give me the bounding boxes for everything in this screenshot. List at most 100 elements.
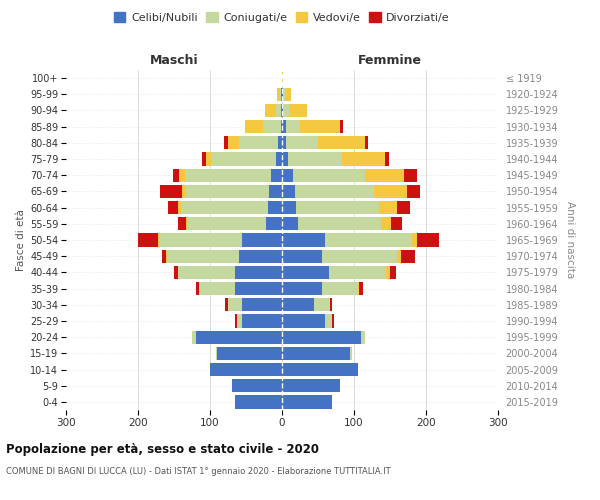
Text: Maschi: Maschi (149, 54, 199, 67)
Bar (342, 152, 385, 166)
Bar (340, 120, 343, 134)
Bar (160, 234, 242, 246)
Bar (282, 379, 340, 392)
Bar (282, 330, 361, 344)
Bar (289, 104, 307, 117)
Bar (185, 168, 271, 182)
Bar (329, 266, 386, 279)
Y-axis label: Anni di nascita: Anni di nascita (565, 202, 575, 278)
Bar (282, 104, 283, 117)
Bar (167, 250, 239, 263)
Bar (365, 168, 404, 182)
Bar (217, 346, 282, 360)
Bar (196, 330, 282, 344)
Bar (418, 234, 439, 246)
Bar (391, 217, 402, 230)
Bar (390, 266, 396, 279)
Bar (178, 201, 181, 214)
Y-axis label: Fasce di età: Fasce di età (16, 209, 26, 271)
Bar (178, 217, 185, 230)
Bar (242, 298, 282, 312)
Bar (282, 234, 325, 246)
Bar (358, 282, 359, 295)
Bar (210, 363, 282, 376)
Bar (318, 136, 365, 149)
Bar (282, 396, 332, 408)
Bar (350, 346, 352, 360)
Bar (187, 217, 266, 230)
Bar (185, 217, 187, 230)
Bar (282, 201, 296, 214)
Bar (288, 152, 342, 166)
Legend: Celibi/Nubili, Coniugati/e, Vedovi/e, Divorziati/e: Celibi/Nubili, Coniugati/e, Vedovi/e, Di… (110, 8, 454, 28)
Bar (186, 185, 269, 198)
Bar (282, 185, 295, 198)
Bar (199, 282, 235, 295)
Bar (412, 234, 418, 246)
Bar (397, 250, 401, 263)
Bar (268, 201, 282, 214)
Bar (293, 168, 365, 182)
Text: COMUNE DI BAGNI DI LUCCA (LU) - Dati ISTAT 1° gennaio 2020 - Elaborazione TUTTIT: COMUNE DI BAGNI DI LUCCA (LU) - Dati IST… (6, 468, 391, 476)
Bar (163, 250, 166, 263)
Bar (235, 282, 282, 295)
Bar (277, 88, 280, 101)
Bar (282, 282, 322, 295)
Bar (282, 88, 283, 101)
Bar (404, 168, 418, 182)
Bar (166, 250, 167, 263)
Bar (235, 396, 282, 408)
Bar (374, 185, 407, 198)
Bar (282, 136, 286, 149)
Bar (263, 120, 281, 134)
Bar (158, 234, 160, 246)
Bar (282, 152, 288, 166)
Bar (138, 234, 158, 246)
Bar (281, 120, 282, 134)
Bar (282, 168, 293, 182)
Bar (174, 266, 178, 279)
Bar (276, 152, 282, 166)
Bar (196, 282, 199, 295)
Bar (280, 88, 281, 101)
Bar (192, 330, 196, 344)
Bar (322, 250, 397, 263)
Bar (269, 185, 282, 198)
Bar (282, 250, 322, 263)
Bar (385, 152, 389, 166)
Bar (359, 282, 362, 295)
Bar (401, 250, 415, 263)
Bar (271, 168, 282, 182)
Bar (282, 363, 358, 376)
Bar (245, 120, 263, 134)
Bar (181, 201, 268, 214)
Bar (202, 152, 206, 166)
Bar (300, 120, 340, 134)
Bar (228, 136, 239, 149)
Bar (236, 314, 242, 328)
Bar (265, 104, 275, 117)
Bar (314, 298, 330, 312)
Bar (407, 185, 419, 198)
Bar (286, 136, 318, 149)
Bar (282, 346, 350, 360)
Bar (330, 298, 332, 312)
Bar (242, 234, 282, 246)
Bar (179, 168, 185, 182)
Bar (386, 266, 390, 279)
Bar (379, 201, 397, 214)
Bar (178, 266, 235, 279)
Bar (283, 88, 285, 101)
Bar (211, 152, 276, 166)
Bar (361, 330, 365, 344)
Bar (182, 185, 186, 198)
Bar (285, 88, 290, 101)
Bar (216, 346, 217, 360)
Bar (283, 104, 289, 117)
Text: Femmine: Femmine (358, 54, 422, 67)
Bar (282, 298, 314, 312)
Text: Popolazione per età, sesso e stato civile - 2020: Popolazione per età, sesso e stato civil… (6, 442, 319, 456)
Bar (298, 217, 380, 230)
Bar (282, 314, 325, 328)
Bar (235, 266, 282, 279)
